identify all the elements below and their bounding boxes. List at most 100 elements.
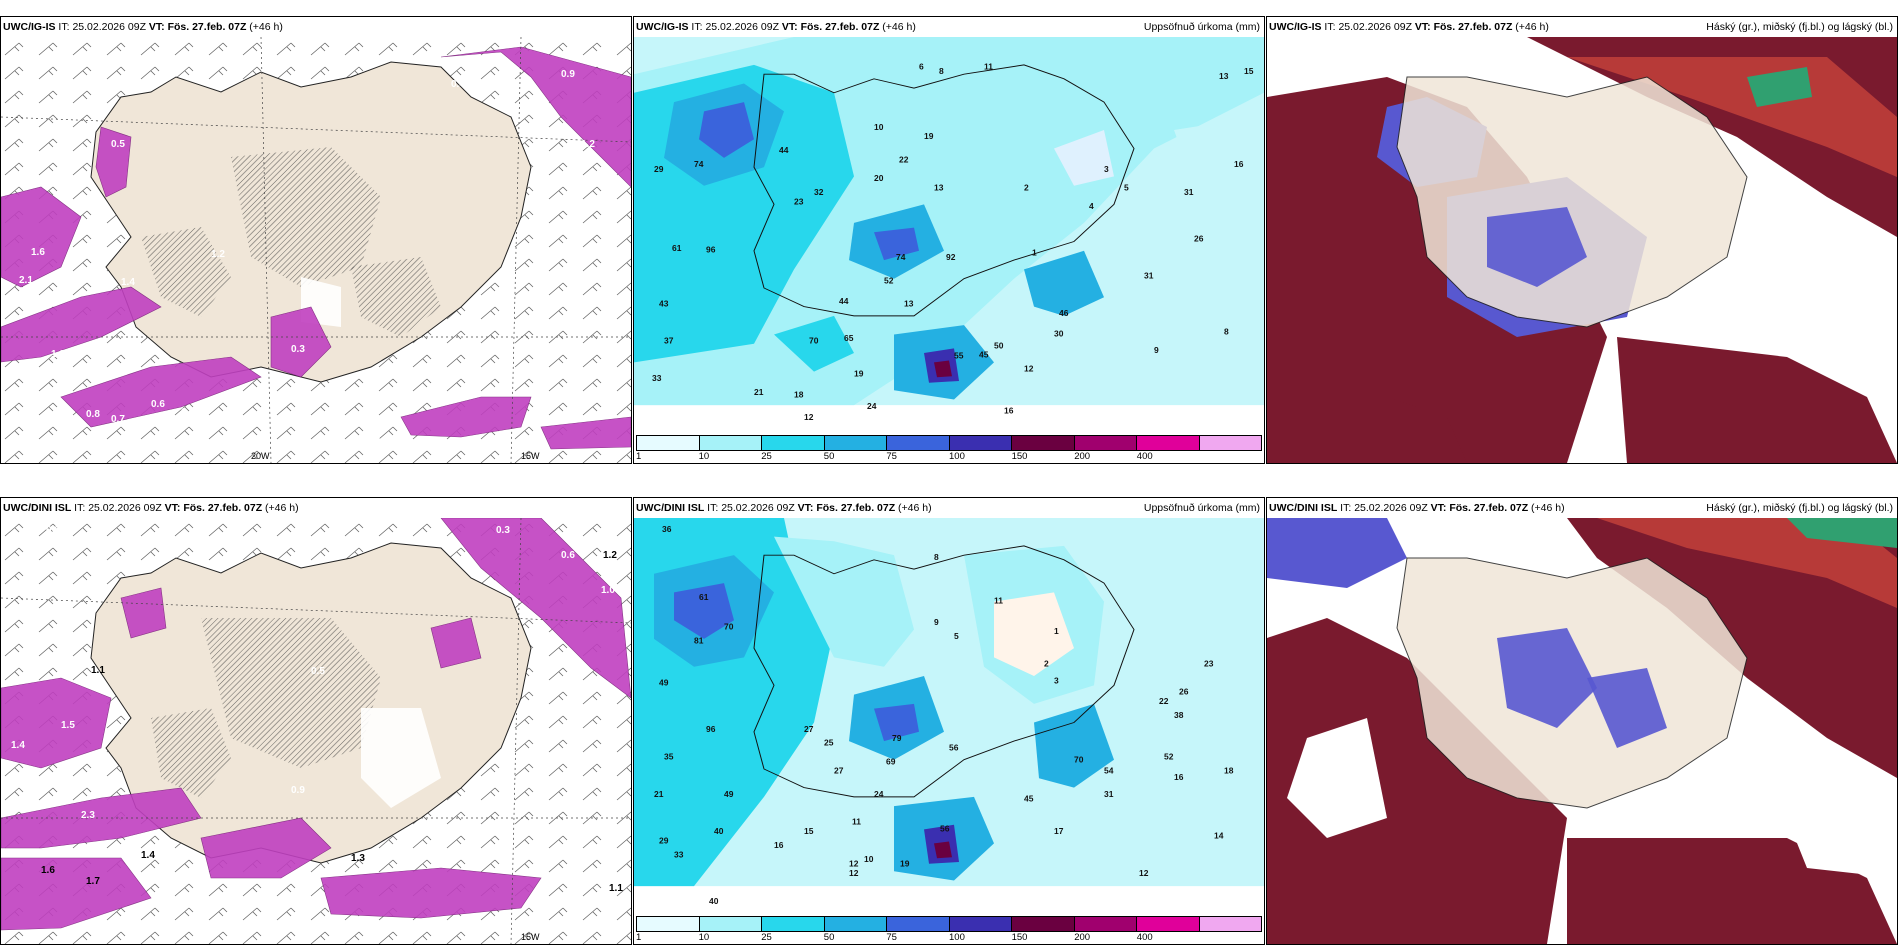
wind-label: 1.3: [51, 349, 65, 360]
wind-label: 1.0: [601, 585, 615, 596]
wind-label: 1.1: [91, 665, 105, 676]
wind-label: 1.6: [41, 865, 55, 876]
colorbar-swatch: [1137, 436, 1200, 450]
wind-label: 1.3: [351, 853, 365, 864]
wind-label: 1.4: [121, 277, 135, 288]
precip-value: 23: [794, 198, 804, 207]
precip-value: 17: [1054, 827, 1064, 836]
precip-value: 52: [1164, 753, 1174, 762]
precip-value: 24: [867, 402, 877, 411]
colorbar-swatch: [1012, 917, 1075, 931]
colorbar-label: 400: [1136, 451, 1153, 462]
precip-value: 31: [1104, 790, 1114, 799]
wind-label: 0.5: [311, 666, 325, 677]
precip-value: 19: [900, 860, 910, 869]
panel-title: Uppsöfnuð úrkoma (mm): [1143, 21, 1260, 33]
cloud-map: [1267, 518, 1897, 944]
colorbar-label: 25: [761, 932, 772, 943]
wind-label: 0.9: [341, 419, 355, 430]
precip-value: 8: [1224, 328, 1229, 337]
precip-value: 26: [1179, 688, 1189, 697]
precip-value: 74: [896, 253, 906, 262]
wind-label: 1.1: [609, 883, 623, 894]
wind-label: 0.6: [151, 399, 165, 410]
colorbar-label: 1: [636, 451, 642, 462]
precip-value: 16: [774, 841, 784, 850]
wind-label: 1.7: [86, 876, 100, 887]
precip-value: 61: [699, 593, 709, 602]
colorbar-label: 1: [636, 932, 642, 943]
precip-value: 56: [949, 744, 959, 753]
precip-value: 12: [1139, 869, 1149, 878]
cloud-map: [1267, 37, 1897, 463]
precip-value: 2: [1044, 660, 1049, 669]
precip-value: 13: [934, 184, 944, 193]
precip-value: 20: [874, 174, 884, 183]
precip-value: 43: [659, 300, 669, 309]
precip-value: 69: [886, 758, 896, 767]
colorbar-swatch: [887, 917, 950, 931]
precip-value: 5: [1124, 184, 1129, 193]
precip-value: 49: [724, 790, 734, 799]
colorbar-swatch: [949, 917, 1012, 931]
precip-value: 32: [814, 188, 824, 197]
colorbar: 1 10 25 50 75 100 150 200 400: [636, 916, 1262, 943]
colorbar-swatch: [762, 436, 825, 450]
colorbar-label: 200: [1074, 932, 1091, 943]
wind-label: 1.1: [376, 437, 390, 448]
precip-value: 19: [924, 133, 934, 142]
colorbar-label: 200: [1074, 451, 1091, 462]
wind-label: 1.6: [31, 247, 45, 258]
colorbar-swatch: [1012, 436, 1075, 450]
precip-value: 3: [1054, 677, 1059, 686]
precip-value: 29: [659, 837, 669, 846]
precip-value: 26: [1194, 235, 1204, 244]
precip-value: 9: [934, 618, 939, 627]
precip-map: 36 81 70 49 35 21 29 33 49 40 27 16 15 1…: [634, 518, 1264, 906]
wind-label: 1.2: [581, 139, 595, 150]
panel-header: UWC/IG-IS IT: 25.02.2026 09Z VT: Fös. 27…: [3, 21, 283, 33]
colorbar-swatch: [949, 436, 1012, 450]
precip-value: 56: [940, 825, 950, 834]
wind-label: 2.1: [19, 275, 33, 286]
precip-value: 2: [1024, 184, 1029, 193]
precip-value: 12: [804, 413, 814, 422]
precip-value: 1: [1054, 627, 1059, 636]
precip-value: 23: [1204, 660, 1214, 669]
colorbar-label: 400: [1136, 932, 1153, 943]
precip-value: 15: [1244, 67, 1254, 76]
precip-value: 49: [659, 679, 669, 688]
precip-value: 16: [1174, 773, 1184, 782]
wind-label: 0.9: [291, 785, 305, 796]
precip-value: 70: [809, 337, 819, 346]
precip-value: 38: [1174, 711, 1184, 720]
colorbar-swatch: [637, 436, 700, 450]
colorbar-swatch: [887, 436, 950, 450]
precip-value: 70: [1074, 756, 1084, 765]
precip-value: 6: [919, 63, 924, 72]
precip-value: 8: [934, 553, 939, 562]
wind-map: 0.8 1.2 1.0 1.1 1.5 1.4 2.3 1.3 1.7 1.6 …: [1, 518, 631, 944]
precip-value: 44: [779, 146, 789, 155]
precip-value: 61: [672, 244, 682, 253]
panel-wind-dini-isl: UWC/DINI ISL IT: 25.02.2026 09Z VT: Fös.…: [0, 497, 632, 945]
wind-label: 0.5: [111, 139, 125, 150]
colorbar-swatch: [699, 436, 762, 450]
wind-label: 0.6: [596, 169, 610, 180]
wind-label: 0.4: [451, 79, 465, 90]
precip-value: 21: [754, 388, 764, 397]
precip-value: 14: [1214, 832, 1224, 841]
colorbar-swatch: [699, 917, 762, 931]
precip-value: 15: [804, 827, 814, 836]
precip-value: 12: [849, 860, 859, 869]
colorbar-label: 100: [949, 451, 965, 462]
precip-value: 35: [664, 753, 674, 762]
colorbar-label: 150: [1011, 932, 1028, 943]
wind-label: 1.7: [181, 407, 195, 418]
precip-value: 33: [674, 851, 684, 860]
colorbar-label: 25: [761, 451, 772, 462]
panel-precip-dini-isl: UWC/DINI ISL IT: 25.02.2026 09Z VT: Fös.…: [633, 497, 1265, 945]
panel-precip-ig-is: UWC/IG-IS IT: 25.02.2026 09Z VT: Fös. 27…: [633, 16, 1265, 464]
precip-value: 36: [662, 525, 672, 534]
precip-value: 8: [939, 67, 944, 76]
